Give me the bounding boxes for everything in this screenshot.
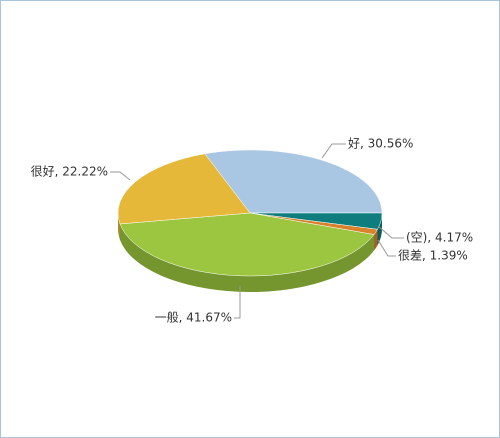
pie-side [374, 229, 378, 251]
data-label: 好, 30.56% [348, 137, 413, 151]
leader-line [321, 143, 346, 159]
data-label: (空), 4.17% [406, 231, 473, 245]
leader-line [234, 286, 241, 319]
pie-side [120, 223, 375, 292]
data-label: 很好, 22.22% [31, 165, 108, 179]
leader-line [377, 239, 396, 257]
data-label: 一般, 41.67% [155, 310, 232, 325]
pie-slice [204, 149, 383, 214]
leader-line [110, 171, 131, 181]
pie-slice [119, 212, 375, 277]
pie-side [377, 213, 382, 246]
leader-line [377, 225, 404, 239]
data-label: 很差, 1.39% [398, 249, 468, 263]
pie-slice [117, 153, 251, 225]
